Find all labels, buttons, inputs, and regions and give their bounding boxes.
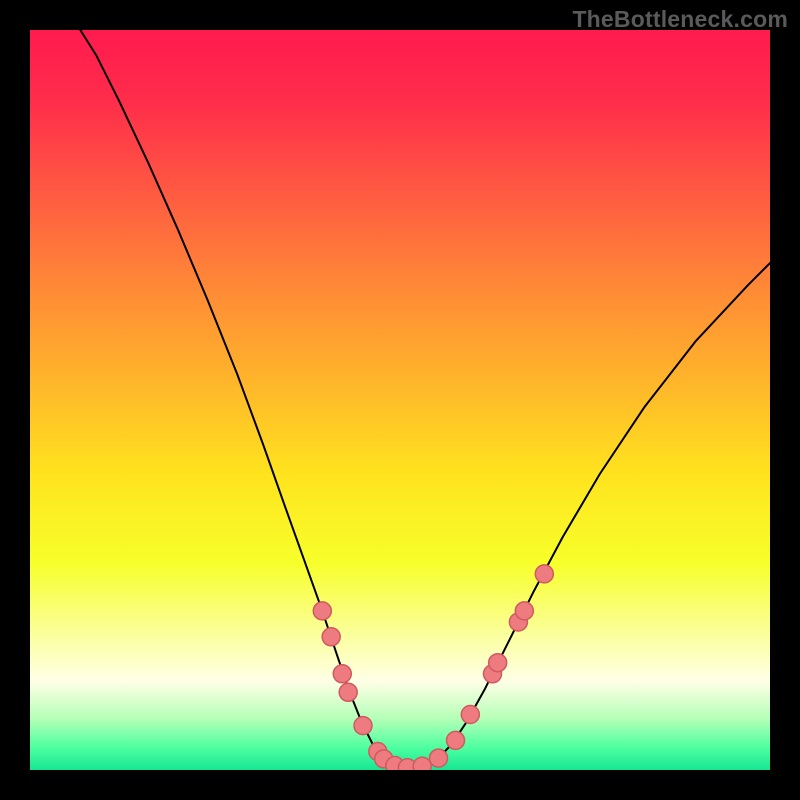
data-marker bbox=[322, 628, 340, 646]
data-marker bbox=[489, 654, 507, 672]
data-marker bbox=[339, 683, 357, 701]
data-marker bbox=[447, 731, 465, 749]
chart-svg bbox=[30, 30, 770, 770]
data-marker bbox=[333, 665, 351, 683]
gradient-background bbox=[30, 30, 770, 770]
data-marker bbox=[354, 717, 372, 735]
data-marker bbox=[515, 602, 533, 620]
plot-area bbox=[30, 30, 770, 770]
data-marker bbox=[313, 602, 331, 620]
data-marker bbox=[461, 706, 479, 724]
data-marker bbox=[429, 749, 447, 767]
stage: TheBottleneck.com bbox=[0, 0, 800, 800]
data-marker bbox=[535, 565, 553, 583]
data-marker bbox=[413, 757, 431, 770]
watermark-text: TheBottleneck.com bbox=[572, 6, 788, 33]
